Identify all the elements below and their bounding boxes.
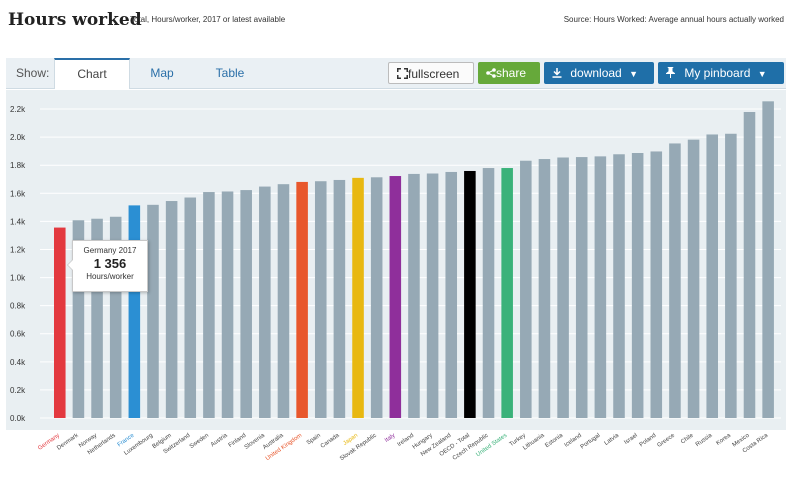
bar-luxembourg[interactable] <box>147 204 159 418</box>
bar-ireland[interactable] <box>408 173 420 418</box>
chart-svg: 0.0k 0.2k 0.4k 0.6k 0.8k 1.0k 1.2k 1.4k 1.6k 1.8k… <box>10 101 781 423</box>
tab-map[interactable]: Map <box>150 66 174 80</box>
page-header: Hours worked Total, Hours/worker, 2017 o… <box>0 0 790 40</box>
x-tick-label: Denmark <box>56 432 80 451</box>
bar-switzerland[interactable] <box>184 197 197 418</box>
tooltip-value: 1 356 <box>93 256 127 271</box>
bar-italy[interactable] <box>389 176 402 418</box>
bar-france[interactable] <box>128 205 141 418</box>
y-tick-label: 1.4k <box>10 217 26 226</box>
y-tick-label: 0.0k <box>10 414 26 423</box>
bar-netherlands[interactable] <box>109 216 122 418</box>
y-tick-label: 0.4k <box>10 358 26 367</box>
x-tick-label: Portugal <box>580 433 602 451</box>
tab-table[interactable]: Table <box>215 66 245 80</box>
y-tick-label: 1.6k <box>10 189 26 198</box>
bar-russia[interactable] <box>706 134 718 419</box>
bar-norway[interactable] <box>91 218 103 418</box>
bar-czech-republic[interactable] <box>482 168 495 418</box>
bar-belgium[interactable] <box>165 201 178 418</box>
bar-finland[interactable] <box>240 190 252 418</box>
bar-denmark[interactable] <box>72 220 85 418</box>
pin-icon <box>665 66 676 78</box>
y-tick-label: 1.8k <box>10 161 26 170</box>
x-tick-label: Italy <box>384 433 396 444</box>
bar-new-zealand[interactable] <box>445 171 458 418</box>
bar-iceland[interactable] <box>575 157 588 418</box>
download-label: download <box>570 66 622 80</box>
bar-australia[interactable] <box>277 184 290 418</box>
x-tick-label: Israel <box>623 433 638 446</box>
bar-spain[interactable] <box>314 181 327 418</box>
bar-united-kingdom[interactable] <box>296 181 308 418</box>
bar-germany[interactable] <box>54 227 66 418</box>
share-button[interactable]: share <box>478 62 540 84</box>
tab-chart[interactable]: Chart <box>54 58 130 89</box>
x-tick-label: Poland <box>639 433 658 449</box>
download-icon <box>552 68 562 78</box>
bar-korea[interactable] <box>725 133 737 418</box>
y-tick-label: 0.2k <box>10 386 26 395</box>
x-tick-label: Korea <box>715 432 732 446</box>
chart-toolbar: Show: Chart Map Table fullscreen share d… <box>6 58 786 89</box>
bar-sweden[interactable] <box>203 192 215 418</box>
bar-mexico[interactable] <box>743 111 756 418</box>
x-tick-label: Austria <box>210 432 229 448</box>
chevron-down-icon: ▼ <box>629 69 638 79</box>
bar-costa-rica[interactable] <box>762 101 774 418</box>
x-tick-label: Chile <box>680 432 695 445</box>
bar-oecd-total[interactable] <box>464 170 476 418</box>
y-tick-label: 2.0k <box>10 133 26 142</box>
x-tick-label: Russia <box>695 432 714 448</box>
bar-portugal[interactable] <box>594 156 607 418</box>
tooltip-unit: Hours/worker <box>86 272 134 281</box>
y-tick-label: 1.2k <box>10 245 26 254</box>
fullscreen-label: fullscreen <box>408 67 460 81</box>
bar-latvia[interactable] <box>613 154 625 418</box>
bar-united-states[interactable] <box>501 168 513 418</box>
x-tick-label: Greece <box>657 432 677 449</box>
source-note: Source: Hours Worked: Average annual hou… <box>563 15 784 24</box>
fullscreen-icon <box>397 68 408 79</box>
bar-israel[interactable] <box>631 152 644 418</box>
pinboard-button[interactable]: My pinboard ▼ <box>658 62 784 84</box>
bar-austria[interactable] <box>221 191 234 418</box>
x-tick-label: Lithuania <box>522 432 546 451</box>
tooltip-country: Germany 2017 <box>83 246 137 255</box>
bar-slovak-republic[interactable] <box>370 177 383 418</box>
fullscreen-button[interactable]: fullscreen <box>388 62 474 84</box>
chevron-down-icon: ▼ <box>757 69 767 79</box>
y-tick-label: 0.8k <box>10 302 26 311</box>
x-tick-label: Estonia <box>544 432 564 449</box>
bar-hungary[interactable] <box>426 173 439 418</box>
x-tick-label: Latvia <box>604 432 621 446</box>
x-tick-label: Canada <box>320 432 341 449</box>
bar-slovenia[interactable] <box>259 186 271 418</box>
bar-greece[interactable] <box>669 143 681 418</box>
bar-canada[interactable] <box>333 179 346 418</box>
y-tick-label: 0.6k <box>10 330 26 339</box>
show-label: Show: <box>16 66 50 80</box>
page-title: Hours worked <box>8 10 142 30</box>
bar-turkey[interactable] <box>520 160 532 418</box>
download-button[interactable]: download ▼ <box>544 62 654 84</box>
bar-tooltip: Germany 2017 1 356 Hours/worker <box>67 240 148 292</box>
pinboard-label: My pinboard <box>684 66 751 80</box>
bar-chile[interactable] <box>687 139 700 418</box>
share-icon <box>486 68 496 78</box>
bar-japan[interactable] <box>352 177 364 418</box>
y-tick-label: 2.2k <box>10 105 26 114</box>
y-tick-label: 1.0k <box>10 274 26 283</box>
bar-lithuania[interactable] <box>538 159 551 418</box>
x-tick-label: Sweden <box>189 433 210 450</box>
bar-poland[interactable] <box>650 151 663 419</box>
bar-estonia[interactable] <box>557 157 569 418</box>
page-subtitle: Total, Hours/worker, 2017 or latest avai… <box>130 15 286 24</box>
share-label: share <box>496 66 527 80</box>
